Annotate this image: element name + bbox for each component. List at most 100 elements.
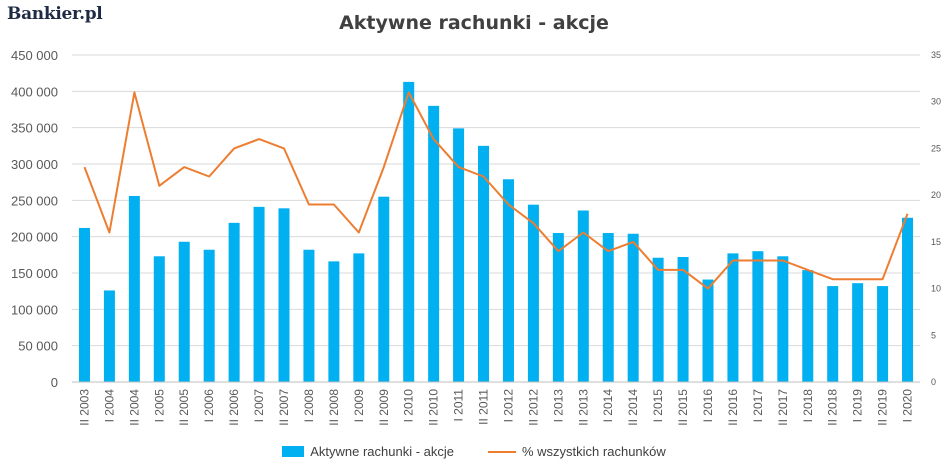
bar — [428, 105, 440, 382]
bar — [453, 128, 465, 382]
bar — [877, 286, 889, 382]
bar — [353, 253, 365, 382]
legend-item-bars: Aktywne rachunki - akcje — [282, 444, 454, 459]
x-tick-label: II 2019 — [876, 389, 890, 426]
y-left-tick-label: 450 000 — [11, 48, 58, 63]
bar — [727, 253, 739, 382]
y-left-tick-label: 150 000 — [11, 266, 58, 281]
x-tick-label: I 2008 — [302, 389, 316, 423]
x-tick-label: II 2014 — [626, 389, 640, 426]
bar — [627, 233, 639, 382]
y-left-tick-label: 200 000 — [11, 230, 58, 245]
x-tick-label: II 2006 — [227, 389, 241, 426]
x-tick-label: II 2018 — [826, 389, 840, 426]
bar — [103, 290, 115, 382]
x-tick-label: II 2012 — [526, 389, 540, 426]
bar — [278, 208, 290, 382]
bar — [752, 251, 764, 382]
axes: 0 50 000 100 000 150 000 200 000 250 000 300 0… — [11, 48, 941, 426]
bar — [577, 210, 589, 382]
x-tick-label: I 2010 — [402, 389, 416, 423]
bar — [602, 233, 614, 382]
y-left-tick-label: 250 000 — [11, 193, 58, 208]
bar — [303, 249, 315, 382]
y-left-tick-label: 50 000 — [18, 339, 58, 354]
bar — [153, 256, 165, 382]
bar — [502, 179, 514, 382]
bar — [852, 283, 864, 382]
bar-series — [78, 81, 914, 383]
y-left-tick-label: 0 — [51, 375, 58, 390]
x-tick-label: I 2018 — [801, 389, 815, 423]
y-left-tick-label: 350 000 — [11, 121, 58, 136]
bar — [253, 206, 265, 382]
x-tick-label: II 2007 — [277, 389, 291, 426]
legend-item-line: % wszystkich rachunków — [488, 444, 666, 459]
x-tick-label: II 2010 — [427, 389, 441, 426]
x-tick-label: I 2005 — [152, 389, 166, 423]
y-left-tick-label: 400 000 — [11, 84, 58, 99]
legend-label-line: % wszystkich rachunków — [522, 444, 666, 459]
y-left-tick-label: 300 000 — [11, 157, 58, 172]
x-tick-label: I 2004 — [102, 389, 116, 423]
bar — [802, 270, 814, 382]
y-right-tick-label: 35 — [931, 50, 941, 60]
bar — [378, 196, 390, 382]
bar — [403, 81, 415, 383]
bar — [702, 279, 714, 382]
bar — [203, 249, 215, 382]
bar — [652, 257, 664, 382]
gridlines — [72, 54, 920, 347]
bar — [178, 241, 190, 382]
x-tick-label: I 2014 — [601, 389, 615, 423]
x-tick-label: II 2015 — [676, 389, 690, 426]
y-right-tick-label: 25 — [931, 143, 941, 153]
y-right-tick-label: 5 — [931, 330, 936, 340]
legend: Aktywne rachunki - akcje % wszystkich ra… — [0, 444, 948, 459]
x-tick-label: I 2013 — [551, 389, 565, 423]
x-tick-label: I 2006 — [202, 389, 216, 423]
y-right-tick-label: 15 — [931, 237, 941, 247]
y-left-tick-label: 100 000 — [11, 302, 58, 317]
x-tick-label: II 2013 — [576, 389, 590, 426]
y-right-tick-label: 30 — [931, 97, 941, 107]
bar — [527, 204, 539, 382]
bar — [552, 233, 564, 382]
x-tick-label: I 2020 — [901, 389, 915, 423]
x-tick-label: II 2003 — [77, 389, 91, 426]
bar — [78, 227, 90, 382]
bar — [827, 286, 839, 382]
x-tick-label: II 2005 — [177, 389, 191, 426]
legend-line-swatch — [488, 450, 516, 453]
bar — [777, 256, 789, 382]
bar — [902, 217, 914, 382]
x-tick-label: II 2011 — [477, 389, 491, 425]
y-right-tick-label: 10 — [931, 284, 941, 294]
line-path — [83, 91, 909, 290]
legend-label-bars: Aktywne rachunki - akcje — [310, 444, 454, 459]
x-tick-label: I 2017 — [751, 389, 765, 423]
bar — [128, 195, 140, 382]
bar — [478, 145, 490, 382]
line-series — [83, 91, 909, 290]
logo: Bankier.pl — [7, 4, 103, 24]
chart-title: Aktywne rachunki - akcje — [339, 12, 609, 34]
bar — [328, 261, 340, 382]
x-tick-label: II 2009 — [377, 389, 391, 426]
x-tick-label: I 2009 — [352, 389, 366, 423]
bar — [228, 222, 240, 382]
x-tick-label: II 2004 — [127, 389, 141, 426]
x-tick-label: I 2016 — [701, 389, 715, 423]
legend-bar-swatch — [282, 446, 305, 457]
x-tick-label: I 2012 — [501, 389, 515, 423]
x-tick-label: I 2019 — [851, 389, 865, 423]
x-tick-label: II 2017 — [776, 389, 790, 426]
x-tick-label: I 2011 — [452, 389, 466, 422]
x-tick-label: I 2015 — [651, 389, 665, 423]
x-tick-label: I 2007 — [252, 389, 266, 423]
x-tick-label: II 2016 — [726, 389, 740, 426]
bar — [677, 257, 689, 382]
y-right-tick-label: 20 — [931, 190, 941, 200]
x-tick-label: II 2008 — [327, 389, 341, 426]
